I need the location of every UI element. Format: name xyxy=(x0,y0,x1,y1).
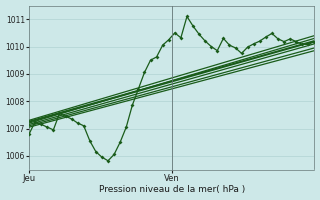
X-axis label: Pression niveau de la mer( hPa ): Pression niveau de la mer( hPa ) xyxy=(99,185,245,194)
